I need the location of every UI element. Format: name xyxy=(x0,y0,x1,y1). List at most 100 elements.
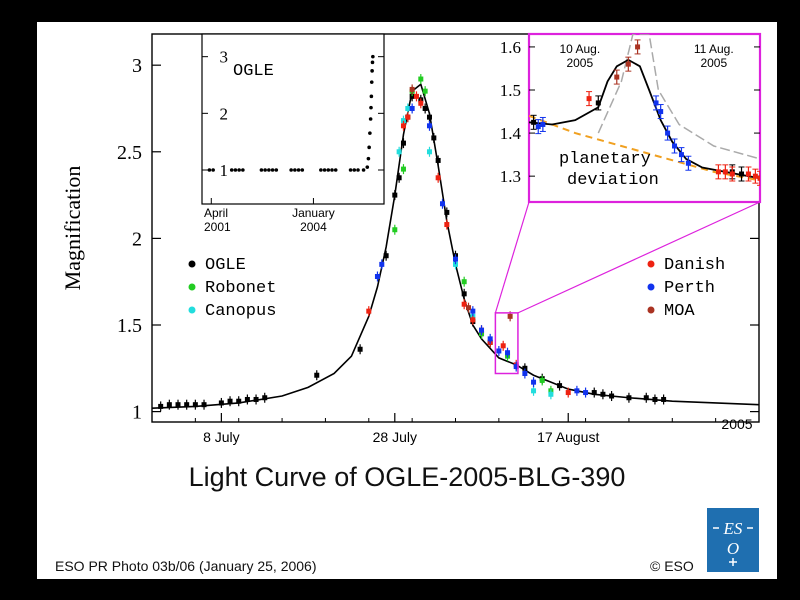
y-tick-label: 2.5 xyxy=(117,142,142,164)
inset2-data-point-perth xyxy=(672,143,678,149)
data-point-ogle xyxy=(383,253,389,259)
inset2-data-point-perth xyxy=(665,130,671,136)
light-curve-figure: 1 1.5 2 2.5 3 8 July 28 July 17 August Magnific… xyxy=(60,32,762,445)
inset2-date-year: 2005 xyxy=(700,56,727,70)
data-point-perth xyxy=(513,364,519,370)
inset2-data-point-danish xyxy=(745,171,751,177)
data-point-perth xyxy=(453,256,458,262)
inset-data-point xyxy=(267,168,271,172)
y-tick-label: 1 xyxy=(132,402,142,424)
data-point-ogle xyxy=(522,365,528,371)
inset-data-point xyxy=(293,168,297,172)
inset-data-point xyxy=(319,168,323,172)
data-point-ogle xyxy=(643,395,649,401)
data-point-canopus xyxy=(548,391,554,397)
inset-data-point xyxy=(369,105,373,110)
data-point-robonet xyxy=(392,227,398,233)
data-point-perth xyxy=(374,274,380,279)
inset2-data-point-danish xyxy=(715,169,721,175)
main-ticks: 1 1.5 2 2.5 3 8 July 28 July 17 August xyxy=(117,55,760,445)
data-point-perth xyxy=(487,336,493,342)
zoom-line-left xyxy=(494,201,530,314)
legend-marker xyxy=(647,283,655,291)
legend-marker xyxy=(188,260,196,268)
data-point-danish xyxy=(418,100,424,106)
data-point-perth xyxy=(496,348,502,354)
data-point-perth xyxy=(505,350,511,356)
data-point-ogle xyxy=(166,402,172,408)
inset-y-label: 1 xyxy=(220,161,229,180)
inset2-data-point-ogle xyxy=(595,100,601,106)
alternate-model-curve xyxy=(597,34,760,160)
data-point-perth xyxy=(479,327,485,333)
inset2-data-point-perth xyxy=(658,109,664,115)
single-lens-curve xyxy=(529,114,760,182)
data-point-perth xyxy=(470,308,476,314)
y-axis-label: Magnification xyxy=(60,166,85,291)
inset2-date-label: 11 Aug. xyxy=(694,42,734,56)
inset2-date-year: 2005 xyxy=(566,56,593,70)
inset-data-point xyxy=(229,168,234,172)
legend-label: Danish xyxy=(664,256,725,275)
data-point-canopus xyxy=(400,118,406,124)
inset2-y-label: 1.3 xyxy=(500,167,521,186)
data-point-ogle xyxy=(557,383,563,389)
y-tick-label: 1.5 xyxy=(117,315,142,337)
inset-x-label-year: 2004 xyxy=(300,220,327,234)
inset-data-point xyxy=(365,165,370,169)
planet-annotation-line1: planetary xyxy=(559,150,651,169)
data-point-danish xyxy=(470,317,476,323)
y-tick-label: 2 xyxy=(132,228,142,250)
inset-data-point xyxy=(289,168,293,172)
inset2-data-point-danish xyxy=(757,175,760,181)
data-point-ogle xyxy=(227,398,233,404)
inset2-data-point-perth xyxy=(678,152,684,158)
eso-logo-star-icon xyxy=(713,527,753,566)
data-point-ogle xyxy=(392,192,398,198)
data-point-ogle xyxy=(431,135,437,141)
zoom-box xyxy=(494,312,519,375)
data-point-perth xyxy=(574,388,580,394)
data-point-ogle xyxy=(396,175,402,181)
data-point-ogle xyxy=(244,396,250,402)
inset2-data-point-danish xyxy=(752,173,758,179)
data-point-robonet xyxy=(539,377,545,383)
data-point-danish xyxy=(405,114,411,120)
data-point-robonet xyxy=(461,279,467,285)
data-point-perth xyxy=(426,123,432,129)
eso-logo-text-bottom: O xyxy=(727,539,739,558)
planet-inset-frame xyxy=(527,32,762,204)
inset2-y-label: 1.4 xyxy=(500,124,522,143)
y-tick-label: 3 xyxy=(132,55,142,77)
data-point-moa xyxy=(507,313,513,319)
legend-label: OGLE xyxy=(205,256,246,275)
inset-data-point xyxy=(322,168,327,172)
inset-x-label: April xyxy=(204,206,228,220)
data-point-ogle xyxy=(422,105,428,111)
inset-x-label-year: 2001 xyxy=(204,220,231,234)
data-point-ogle xyxy=(652,396,658,402)
data-point-danish xyxy=(400,123,406,129)
ogle-inset-frame xyxy=(201,33,385,205)
inset-data-point xyxy=(330,168,334,172)
inset-data-point xyxy=(370,60,375,65)
inset2-y-label: 1.5 xyxy=(500,81,521,100)
photo-credit: ESO PR Photo 03b/06 (January 25, 2006) xyxy=(55,558,317,574)
data-point-danish xyxy=(366,308,372,314)
data-point-ogle xyxy=(218,400,224,406)
inset2-data-point-perth xyxy=(653,100,659,106)
data-point-ogle xyxy=(661,396,667,402)
inset2-data-point-perth xyxy=(540,121,546,127)
inset2-data-point-moa xyxy=(625,61,631,67)
inset-data-point xyxy=(348,168,353,172)
eso-logo-text-top: ES xyxy=(723,519,743,538)
inset-data-point xyxy=(333,168,338,172)
data-point-ogle xyxy=(262,395,268,401)
legend-marker xyxy=(188,306,196,314)
data-point-canopus xyxy=(426,149,432,155)
data-point-danish xyxy=(565,390,571,396)
planet-model-curve xyxy=(529,58,760,180)
x-tick-label: 28 July xyxy=(373,429,417,445)
data-point-ogle xyxy=(253,396,259,402)
